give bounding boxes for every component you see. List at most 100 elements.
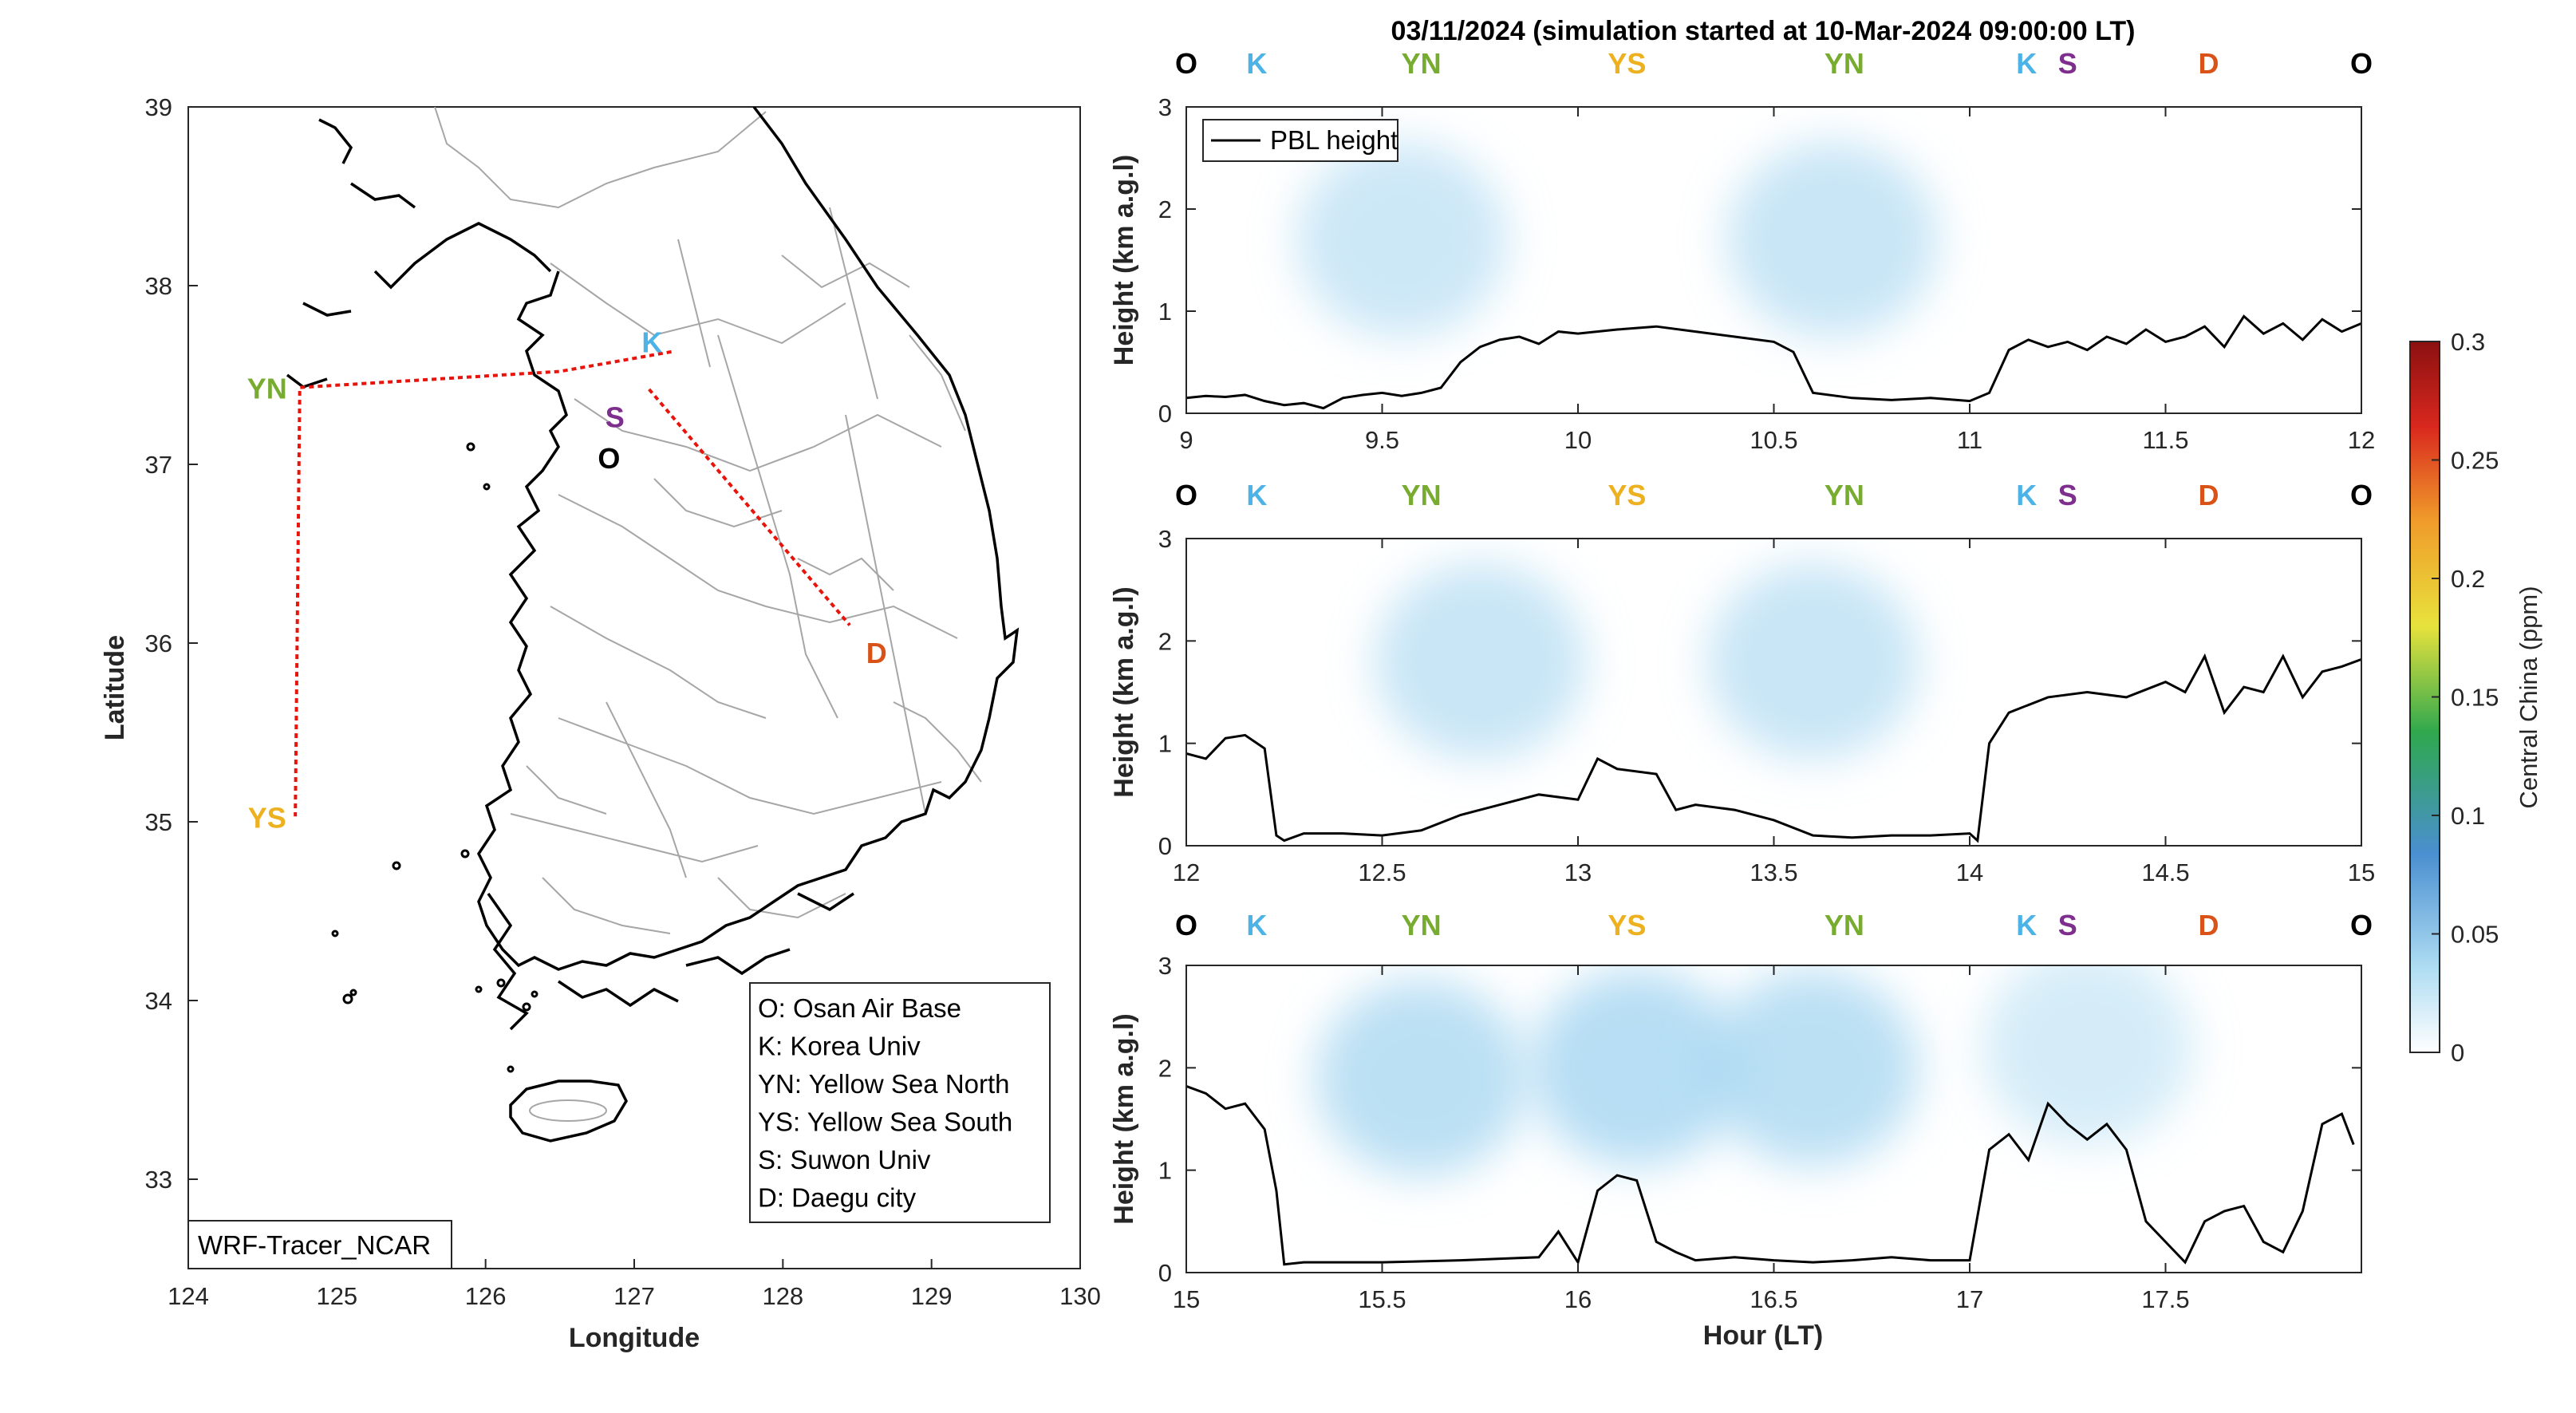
xtick-label: 10.5 (1750, 426, 1797, 454)
map-xtick-label: 127 (613, 1282, 655, 1310)
site-label-s: S (606, 401, 625, 434)
route-label: K (1246, 479, 1267, 511)
route-label: O (1175, 47, 1197, 80)
ytick-label: 1 (1158, 298, 1172, 326)
concentration-blob (1296, 141, 1508, 338)
ytick-label: 3 (1158, 525, 1172, 553)
map-panel: 33 34 35 36 37 38 39 124 125 126 127 128 129 130 Lon… (100, 93, 1101, 1353)
ytick-label: 1 (1158, 730, 1172, 758)
route-label: YN (1402, 47, 1442, 80)
colorbar-tick-label: 0.15 (2451, 684, 2499, 712)
concentration-blob (1531, 969, 1743, 1166)
map-xtick-label: 129 (911, 1282, 953, 1310)
route-label: K (2016, 479, 2037, 511)
concentration-blob (1707, 969, 1919, 1166)
map-xlabel: Longitude (569, 1323, 700, 1353)
xtick-label: 14.5 (2141, 858, 2189, 886)
concentration-field (1296, 141, 1939, 338)
map-ytick-label: 35 (145, 808, 172, 836)
xtick-label: 15 (2348, 858, 2375, 886)
route-line (294, 349, 672, 817)
map-xtick-label: 125 (316, 1282, 357, 1310)
route-label: O (1175, 909, 1197, 941)
colorbar: 0 0.05 0.1 0.15 0.2 0.25 0.3 Central China (pp… (2409, 328, 2542, 1067)
jeju-inner-boundary (529, 1099, 607, 1122)
map-y-ticks: 33 34 35 36 37 38 39 (145, 93, 198, 1194)
concentration-blob (1316, 979, 1528, 1177)
xtick-label: 15.5 (1358, 1285, 1406, 1313)
route-label: D (2199, 479, 2219, 511)
site-label-k: K (641, 326, 662, 358)
xtick-label: 17 (1956, 1285, 1983, 1313)
route-label: O (2350, 47, 2373, 80)
colorbar-tick-label: 0.25 (2451, 447, 2499, 475)
ytick-label: 0 (1158, 832, 1172, 860)
concentration-blob (1981, 965, 2193, 1146)
pbl-legend: PBL height (1202, 119, 1398, 162)
route-label: D (2199, 47, 2219, 80)
map-ytick-label: 37 (145, 451, 172, 479)
route-label: YN (1825, 479, 1864, 511)
ytick-label: 2 (1158, 627, 1172, 655)
figure-title: 03/11/2024 (simulation started at 10-Mar… (1391, 16, 2136, 46)
xtick-label: 11 (1957, 426, 1982, 454)
route-label: K (2016, 47, 2037, 80)
route-label: YN (1402, 909, 1442, 941)
route-label: YN (1402, 479, 1442, 511)
site-label-d: D (866, 637, 887, 669)
site-label-yn: YN (247, 373, 287, 405)
route-label: S (2058, 909, 2077, 941)
ytick-label: 0 (1158, 1259, 1172, 1287)
colorbar-tick-label: 0.3 (2451, 328, 2485, 356)
map-xtick-label: 128 (762, 1282, 803, 1310)
pbl-height-line (1186, 653, 2361, 843)
xtick-label: 11.5 (2142, 426, 2188, 454)
site-legend: O: Osan Air Base K: Korea Univ YN: Yellow … (749, 982, 1051, 1223)
legend-entry: O: Osan Air Base (758, 993, 961, 1023)
pbl-height-line (1186, 1085, 2355, 1266)
map-ytick-label: 34 (145, 987, 172, 1015)
xtick-label: 16.5 (1750, 1285, 1797, 1313)
route-label: O (2350, 909, 2373, 941)
xtick-label: 9.5 (1365, 426, 1399, 454)
concentration-field (1374, 562, 1919, 760)
legend-entry: D: Daegu city (758, 1183, 917, 1213)
ytick-label: 2 (1158, 195, 1172, 223)
colorbar-ticks: 0 0.05 0.1 0.15 0.2 0.25 0.3 (2432, 328, 2499, 1067)
route-label: YS (1608, 47, 1646, 80)
ytick-label: 3 (1158, 952, 1172, 980)
colorbar-tick-label: 0.2 (2451, 565, 2485, 593)
route-label: S (2058, 479, 2077, 511)
map-ytick-label: 38 (145, 272, 172, 300)
xtick-label: 13 (1564, 858, 1592, 886)
route-label: K (1246, 47, 1267, 80)
concentration-field (1316, 965, 2193, 1177)
ytick-label: 1 (1158, 1157, 1172, 1185)
xtick-label: 12 (1173, 858, 1200, 886)
route-label: K (1246, 909, 1267, 941)
panel-xlabel: Hour (LT) (1703, 1320, 1823, 1351)
pbl-height-line (1186, 314, 2361, 410)
route-label: D (2199, 909, 2219, 941)
xtick-label: 16 (1564, 1285, 1592, 1313)
route-label: YS (1608, 909, 1646, 941)
colorbar-tick-label: 0.05 (2451, 921, 2499, 949)
jeju-island (509, 1079, 628, 1143)
map-ytick-label: 39 (145, 93, 172, 121)
admin-boundaries (434, 107, 982, 934)
panel-3: 15 15.5 16 16.5 17 17.5 0 1 2 3 Height (km a.g.l) O… (1109, 909, 2373, 1313)
site-label-o: O (598, 442, 620, 475)
panel-ylabel: Height (km a.g.l) (1109, 586, 1139, 797)
route-label: O (1175, 479, 1197, 511)
route-line-daegu (648, 388, 851, 626)
concentration-blob (1374, 562, 1586, 760)
route-label: YN (1825, 909, 1864, 941)
ytick-label: 0 (1158, 400, 1172, 428)
ytick-label: 3 (1158, 93, 1172, 121)
panel-ylabel: Height (km a.g.l) (1109, 1013, 1139, 1224)
xtick-label: 17.5 (2141, 1285, 2189, 1313)
colorbar-label: Central China (ppm) (2515, 586, 2542, 808)
